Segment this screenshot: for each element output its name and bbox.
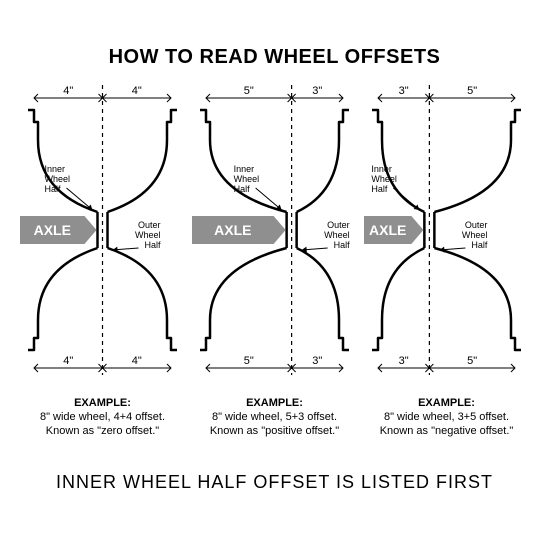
caption-head-2: EXAMPLE: [418,397,475,409]
wheel-svg-1: 5" 3" 5" 3" AXLE InnerWheelHalf OuterWhee… [192,80,357,380]
svg-text:3": 3" [312,355,322,367]
svg-text:3": 3" [399,85,409,97]
diagram-1: 5" 3" 5" 3" AXLE InnerWheelHalf OuterWhee… [192,80,357,438]
diagram-2: 3" 5" 3" 5" AXLE InnerWheelHalf OuterWhee… [364,80,529,438]
caption-1: EXAMPLE: 8" wide wheel, 5+3 offset. Known … [192,397,357,438]
wheel-svg-0: 4" 4" 4" 4" AXLE InnerWheelHalf OuterWhee… [20,80,185,380]
caption-0: EXAMPLE: 8" wide wheel, 4+4 offset. Known … [20,397,185,438]
main-title: HOW TO READ WHEEL OFFSETS [0,46,549,69]
caption-line1-1: 8" wide wheel, 5+3 offset. [212,411,337,423]
axle-label-1: AXLE [214,222,251,238]
svg-text:OuterWheelHalf: OuterWheelHalf [324,220,350,250]
svg-text:5": 5" [244,355,254,367]
footer-note: INNER WHEEL HALF OFFSET IS LISTED FIRST [0,472,549,493]
svg-text:4": 4" [132,355,142,367]
caption-head-0: EXAMPLE: [74,397,131,409]
svg-text:4": 4" [63,355,73,367]
caption-2: EXAMPLE: 8" wide wheel, 3+5 offset. Known … [364,397,529,438]
svg-text:OuterWheelHalf: OuterWheelHalf [462,220,488,250]
svg-text:5": 5" [467,355,477,367]
svg-text:5": 5" [467,85,477,97]
diagram-row: 4" 4" 4" 4" AXLE InnerWheelHalf OuterWhee… [20,80,529,438]
axle-label-0: AXLE [34,222,71,238]
caption-line1-0: 8" wide wheel, 4+4 offset. [40,411,165,423]
svg-text:3": 3" [312,85,322,97]
svg-text:3": 3" [399,355,409,367]
caption-line2-2: Known as "negative offset." [380,425,514,437]
caption-line1-2: 8" wide wheel, 3+5 offset. [384,411,509,423]
diagram-0: 4" 4" 4" 4" AXLE InnerWheelHalf OuterWhee… [20,80,185,438]
svg-text:InnerWheelHalf: InnerWheelHalf [45,164,71,194]
caption-head-1: EXAMPLE: [246,397,303,409]
svg-text:4": 4" [63,85,73,97]
svg-text:InnerWheelHalf: InnerWheelHalf [234,164,260,194]
svg-text:5": 5" [244,85,254,97]
caption-line2-0: Known as "zero offset." [46,425,159,437]
caption-line2-1: Known as "positive offset." [210,425,339,437]
svg-text:4": 4" [132,85,142,97]
axle-label-2: AXLE [369,222,406,238]
wheel-offset-infographic: HOW TO READ WHEEL OFFSETS 4" 4" 4" 4" AX… [0,0,549,549]
svg-text:InnerWheelHalf: InnerWheelHalf [371,164,397,194]
wheel-svg-2: 3" 5" 3" 5" AXLE InnerWheelHalf OuterWhee… [364,80,529,380]
svg-text:OuterWheelHalf: OuterWheelHalf [135,220,161,250]
